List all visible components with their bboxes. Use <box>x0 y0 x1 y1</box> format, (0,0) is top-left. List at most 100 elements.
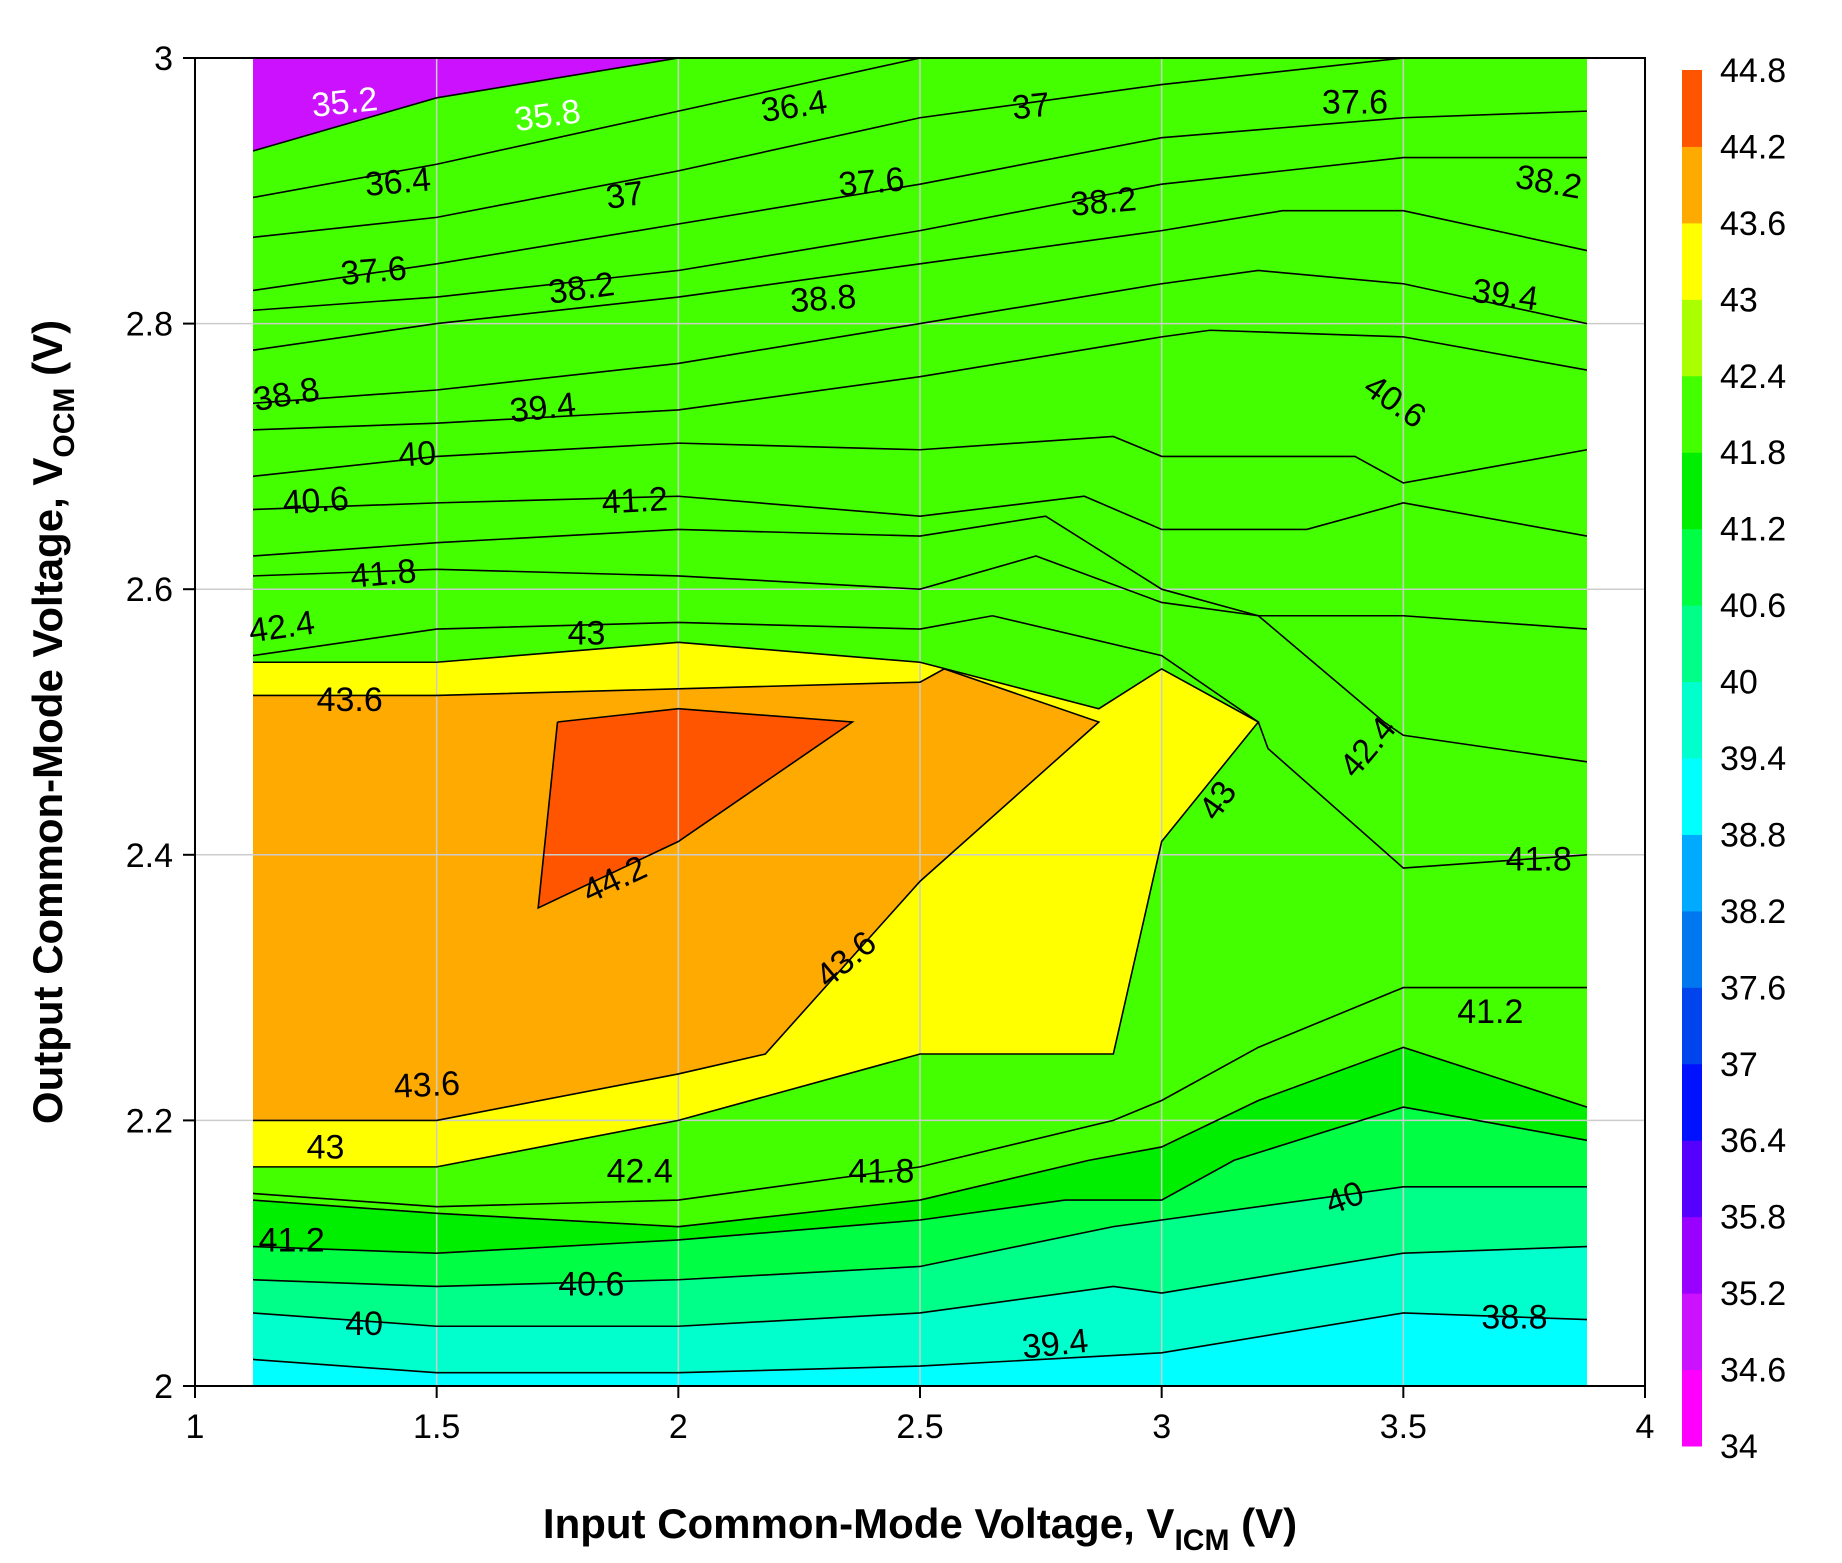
colorbar-label: 37.6 <box>1720 969 1786 1007</box>
x-tick-label: 1 <box>186 1408 205 1446</box>
contour-line <box>253 668 1101 1122</box>
contour-label: 37.6 <box>1322 83 1388 121</box>
colorbar-label: 42.4 <box>1720 358 1786 396</box>
contour-label: 38.8 <box>789 278 858 321</box>
contour-label: 41.2 <box>601 480 669 521</box>
colorbar-label: 40 <box>1720 664 1758 702</box>
colorbar-label: 44.2 <box>1720 128 1786 166</box>
y-tick-label: 2.6 <box>126 571 173 609</box>
colorbar-swatch <box>1682 1140 1702 1218</box>
colorbar-label: 39.4 <box>1720 740 1786 778</box>
contour-label: 37.6 <box>339 249 408 293</box>
blank-right <box>1587 58 1645 1386</box>
y-tick-label: 2.8 <box>126 306 173 344</box>
contour-label: 42.4 <box>246 604 317 651</box>
contour-line <box>252 58 679 152</box>
colorbar-label: 38.8 <box>1720 816 1786 854</box>
contour-line <box>252 209 1588 351</box>
contour-label: 43.6 <box>393 1064 461 1105</box>
contour-label: 38.8 <box>1481 1299 1547 1337</box>
contour-label: 39.4 <box>508 386 578 431</box>
contour-label: 36.4 <box>363 160 432 204</box>
contour-label: 37 <box>1010 86 1052 128</box>
contour-label: 38.2 <box>546 265 617 312</box>
contour-label: 43 <box>307 1129 345 1167</box>
colorbar-label: 35.2 <box>1720 1275 1786 1313</box>
contour-line <box>252 1106 1588 1255</box>
contour-line <box>252 1312 1588 1374</box>
colorbar-label: 34 <box>1720 1428 1758 1466</box>
fill-top-region <box>253 58 679 151</box>
colorbar-swatch <box>1682 758 1702 835</box>
contour-label: 39.4 <box>1020 1322 1090 1367</box>
contour-line <box>252 329 1588 431</box>
contour-label: 41.2 <box>259 1222 325 1260</box>
contour-line <box>252 555 1588 763</box>
contour-line <box>252 58 1404 239</box>
contour-label: 35.8 <box>512 92 583 139</box>
x-axis-ticks: 1 1.5 2 2.5 3 3.5 4 <box>186 1386 1655 1446</box>
colorbar-swatch <box>1682 681 1702 759</box>
colorbar-swatch <box>1682 1369 1702 1447</box>
contour-label: 40.6 <box>558 1265 624 1303</box>
contour-label: 40 <box>345 1305 383 1343</box>
blank-left <box>195 58 253 1386</box>
colorbar: 34 34.6 35.2 35.8 36.4 37 37.6 38.2 38.8 39.4 40 40… <box>1682 52 1786 1466</box>
colorbar-label: 36.4 <box>1720 1122 1786 1160</box>
contour-line <box>537 707 855 910</box>
colorbar-label: 41.8 <box>1720 434 1786 472</box>
colorbar-swatch <box>1682 987 1702 1065</box>
colorbar-swatch <box>1682 375 1702 453</box>
contour-label: 37.6 <box>837 160 906 204</box>
contour-label: 43 <box>568 615 606 653</box>
x-tick-label: 2.5 <box>896 1408 943 1446</box>
colorbar-swatch <box>1682 528 1702 606</box>
contour-label: 41.8 <box>349 552 418 596</box>
colorbar-label: 40.6 <box>1720 587 1786 625</box>
x-axis-title: Input Common-Mode Voltage, VICM (V) <box>543 1500 1297 1557</box>
fill-band-core <box>253 668 1099 1121</box>
colorbar-swatch <box>1682 452 1702 530</box>
x-tick-label: 3 <box>1152 1408 1171 1446</box>
colorbar-label: 35.8 <box>1720 1199 1786 1237</box>
y-tick-label: 2 <box>154 1368 173 1406</box>
contour-label: 38.2 <box>1069 180 1138 224</box>
contour-label: 40.6 <box>281 480 350 523</box>
contour-line <box>252 156 1587 312</box>
contour-label: 39.4 <box>1470 272 1541 319</box>
contour-line <box>252 986 1587 1208</box>
contour-lines <box>252 58 1588 1386</box>
fill-band-lower <box>253 1312 1587 1386</box>
colorbar-swatch <box>1682 1216 1702 1294</box>
colorbar-swatch <box>1682 1293 1702 1371</box>
contour-line <box>252 58 921 199</box>
x-tick-label: 2 <box>669 1408 688 1446</box>
colorbar-label: 34.6 <box>1720 1352 1786 1390</box>
colorbar-label: 43 <box>1720 281 1758 319</box>
colorbar-swatch <box>1682 146 1702 224</box>
contour-line <box>252 515 1588 630</box>
colorbar-label: 37 <box>1720 1046 1758 1084</box>
y-tick-label: 3 <box>154 40 173 78</box>
contour-line <box>252 269 1588 405</box>
contour-line <box>252 495 1588 537</box>
contour-line <box>253 641 1260 1168</box>
contour-label: 43.6 <box>317 681 383 719</box>
colorbar-swatch <box>1682 605 1702 683</box>
y-axis-ticks: 2 2.2 2.4 2.6 2.8 3 <box>126 40 195 1406</box>
x-tick-label: 4 <box>1636 1408 1655 1446</box>
contour-line <box>252 1245 1588 1328</box>
contour-label: 41.2 <box>1457 993 1523 1031</box>
contour-line <box>252 614 1588 869</box>
contour-label: 40 <box>397 434 437 475</box>
colorbar-label: 43.6 <box>1720 205 1786 243</box>
colorbar-label: 41.2 <box>1720 511 1786 549</box>
contour-line <box>252 1186 1587 1288</box>
colorbar-label: 44.8 <box>1720 52 1786 90</box>
colorbar-swatch <box>1682 1063 1702 1141</box>
contour-label: 37 <box>604 174 647 217</box>
x-tick-label: 3.5 <box>1380 1408 1427 1446</box>
colorbar-label: 38.2 <box>1720 893 1786 931</box>
colorbar-swatch <box>1682 222 1702 300</box>
